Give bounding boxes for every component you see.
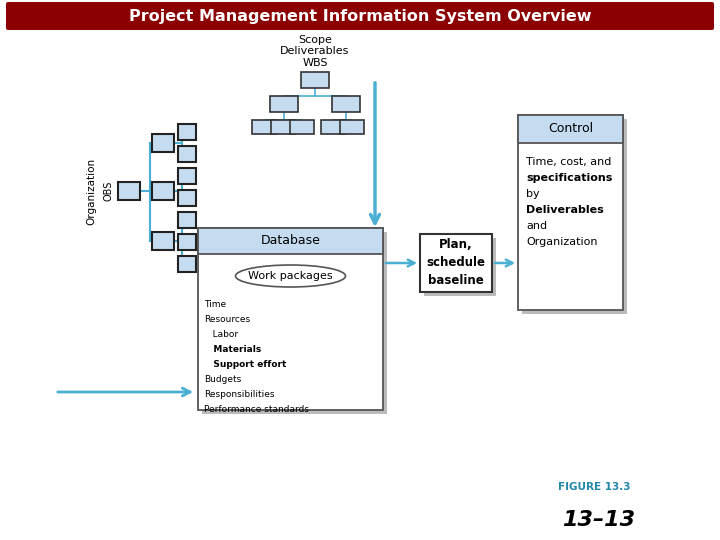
Text: Scope: Scope <box>298 35 332 45</box>
Bar <box>178 190 196 206</box>
Text: Support effort: Support effort <box>204 360 287 369</box>
FancyBboxPatch shape <box>6 2 714 30</box>
Bar <box>252 120 276 134</box>
Text: Deliverables: Deliverables <box>280 46 350 56</box>
Text: Organization: Organization <box>86 158 96 225</box>
Text: Budgets: Budgets <box>204 375 241 384</box>
Bar <box>202 232 387 414</box>
Text: FIGURE 13.3: FIGURE 13.3 <box>557 482 630 492</box>
Bar <box>178 256 196 272</box>
Text: Plan,
schedule
baseline: Plan, schedule baseline <box>426 239 485 287</box>
Text: specifications: specifications <box>526 173 613 183</box>
Bar <box>518 115 623 143</box>
Text: 13–13: 13–13 <box>562 510 635 530</box>
Bar <box>198 228 383 410</box>
Bar <box>424 238 496 296</box>
Bar <box>152 182 174 200</box>
Bar <box>518 115 623 310</box>
Text: WBS: WBS <box>302 58 328 68</box>
Bar <box>178 212 196 228</box>
Text: Work packages: Work packages <box>248 271 333 281</box>
Text: Control: Control <box>548 123 593 136</box>
Text: OBS: OBS <box>103 181 113 201</box>
Text: Deliverables: Deliverables <box>526 205 604 215</box>
Text: by: by <box>526 189 539 199</box>
Text: Project Management Information System Overview: Project Management Information System Ov… <box>129 9 591 24</box>
Bar <box>340 120 364 134</box>
Text: Resources: Resources <box>204 315 250 324</box>
Bar <box>332 96 360 112</box>
Ellipse shape <box>235 265 346 287</box>
Text: Responsibilities: Responsibilities <box>204 390 274 399</box>
Bar <box>198 228 383 254</box>
Text: Materials: Materials <box>204 345 261 354</box>
Bar <box>271 120 295 134</box>
Bar <box>270 96 298 112</box>
Bar <box>321 120 345 134</box>
Bar <box>301 72 329 88</box>
Bar <box>152 134 174 152</box>
Bar <box>420 234 492 292</box>
Bar <box>118 182 140 200</box>
Bar <box>178 124 196 140</box>
Bar <box>522 119 627 314</box>
Text: Performance standards: Performance standards <box>204 405 309 414</box>
Bar <box>152 232 174 250</box>
Text: Time: Time <box>204 300 226 309</box>
Bar <box>178 234 196 250</box>
Bar <box>290 120 314 134</box>
Text: and: and <box>526 221 547 231</box>
Text: Time, cost, and: Time, cost, and <box>526 157 611 167</box>
Text: Organization: Organization <box>526 237 598 247</box>
Bar <box>178 146 196 162</box>
Text: Labor: Labor <box>204 330 238 339</box>
Bar <box>178 168 196 184</box>
Text: Database: Database <box>261 234 320 247</box>
